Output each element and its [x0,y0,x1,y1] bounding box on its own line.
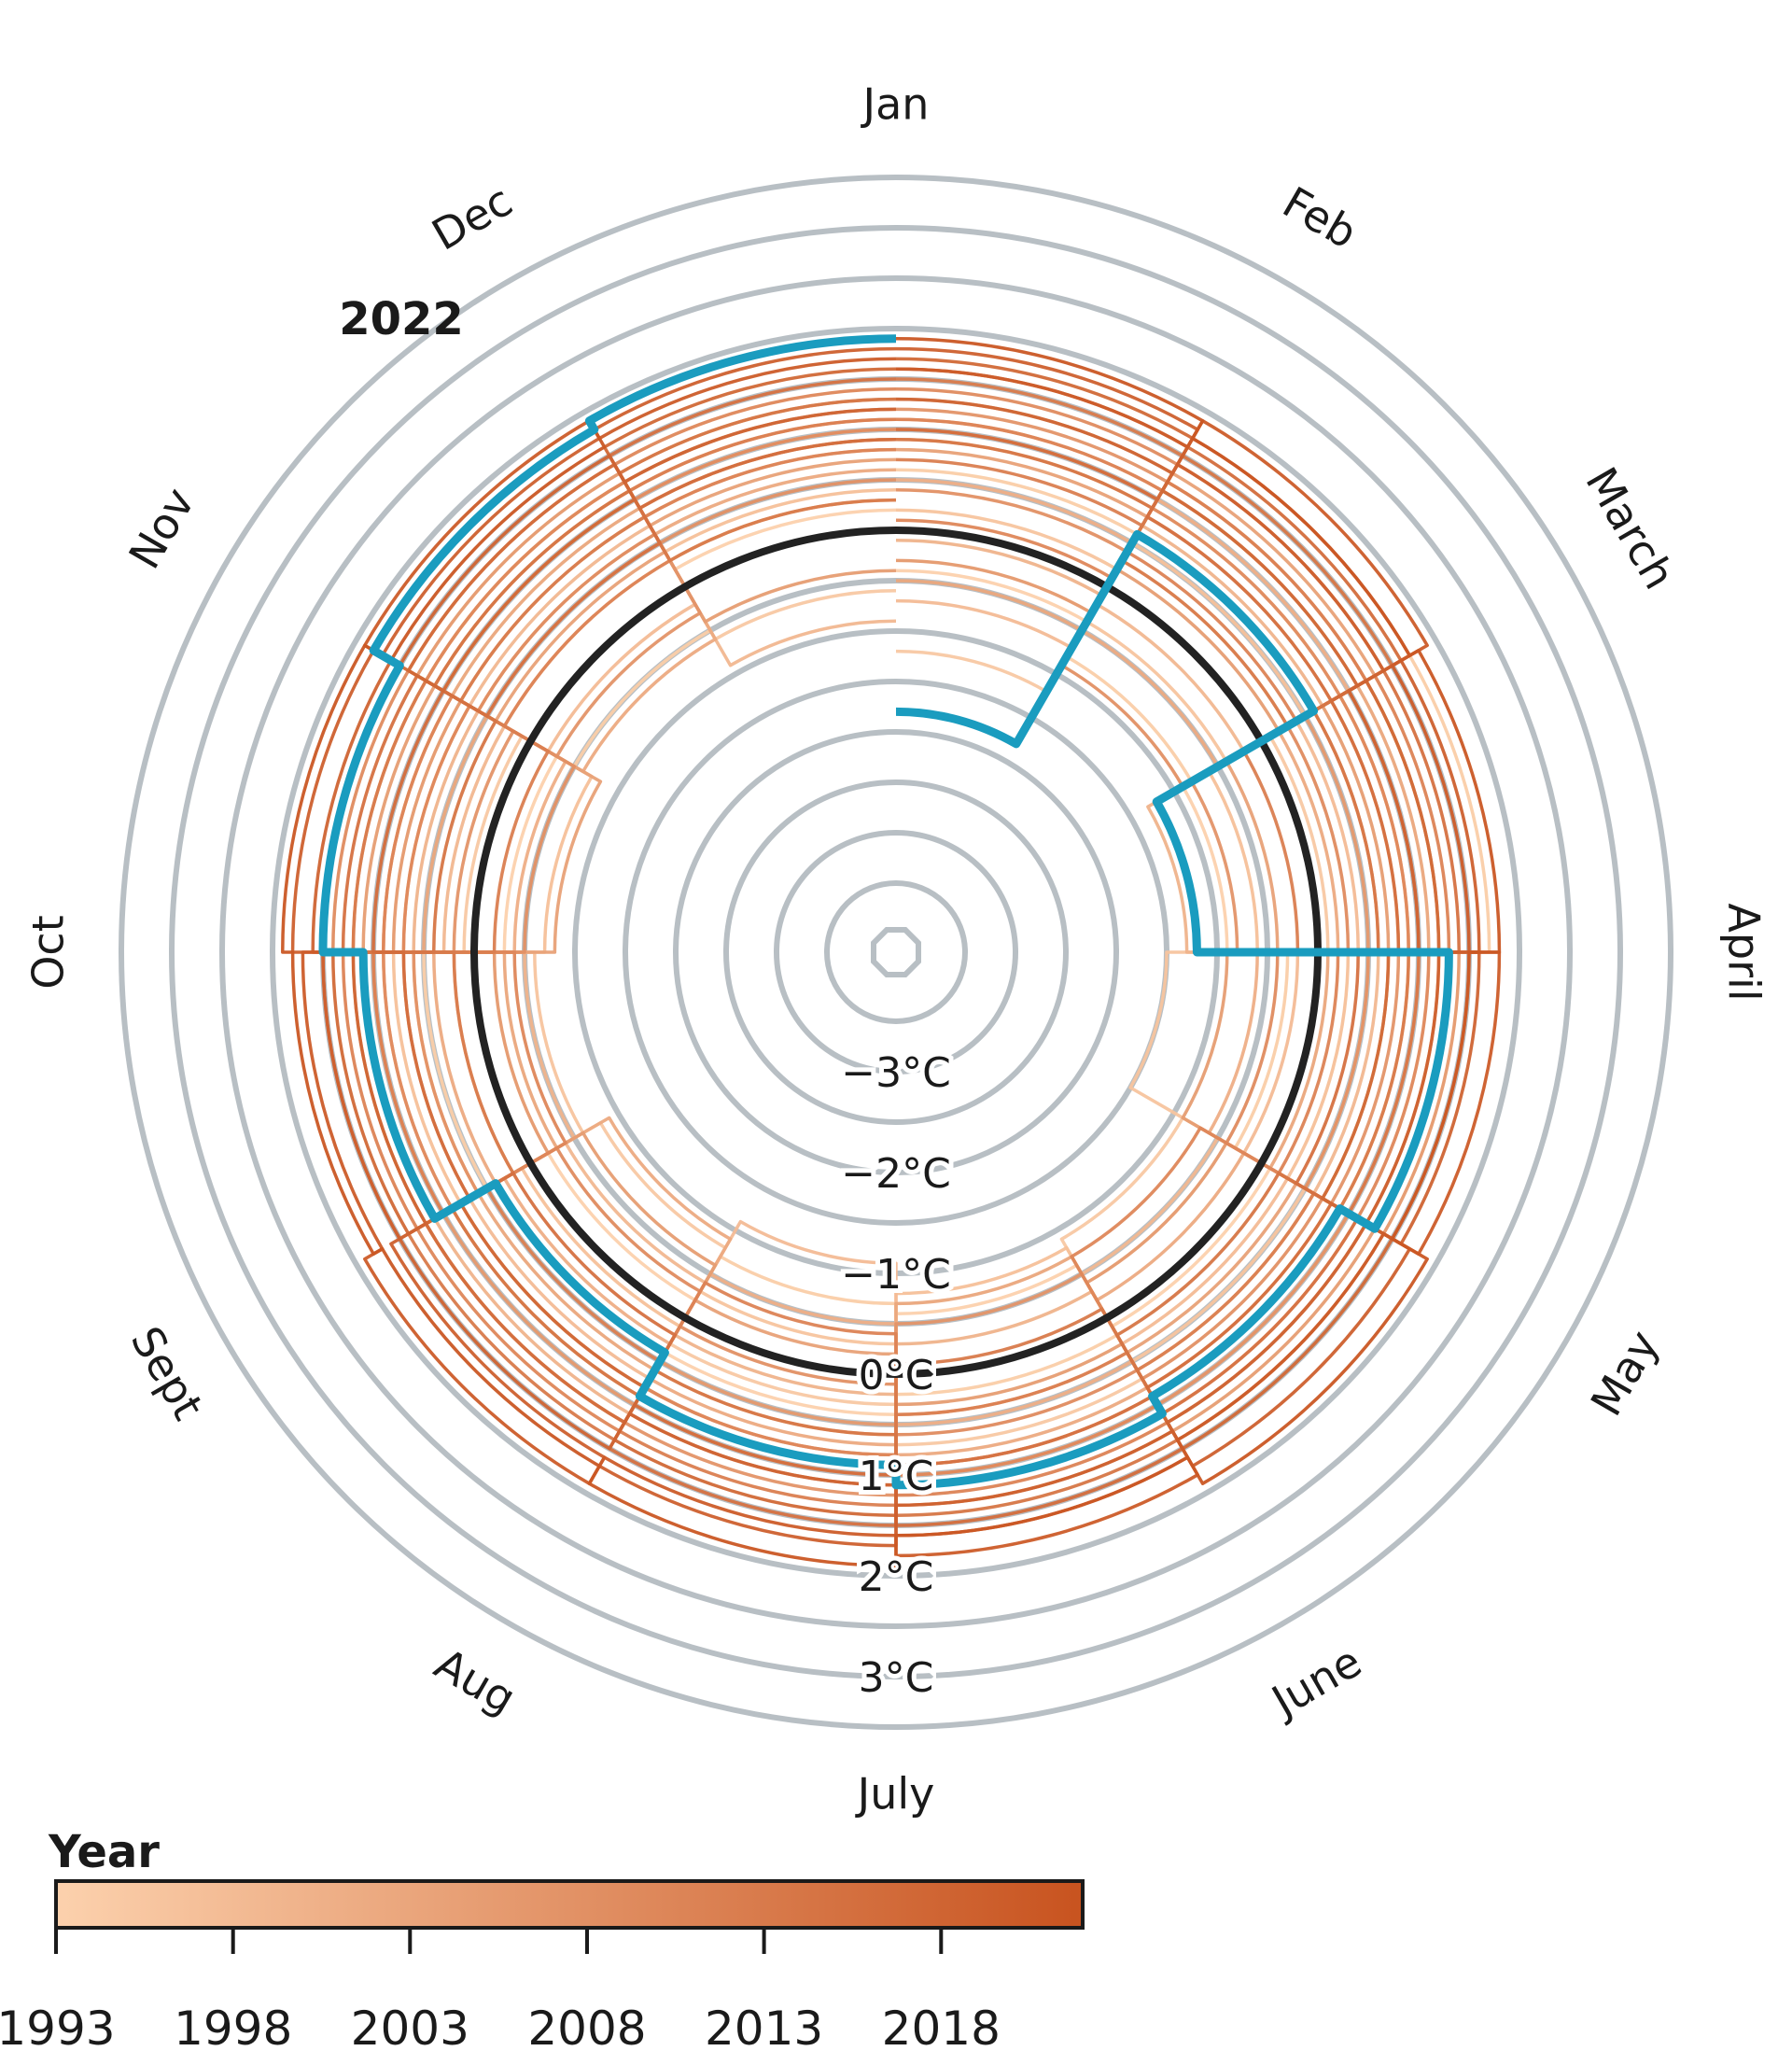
ring-label-5: 2°C [859,1553,934,1601]
grid-center-octagon [871,927,921,977]
grid-ring-4 [623,679,1169,1226]
month-label-june: June [1261,1636,1369,1727]
colorbar-tick-label-2013: 2013 [705,2002,823,2056]
month-label-nov: Nov [119,479,204,577]
grid-ring-2 [723,780,1069,1125]
grid-ring-13 [169,225,1623,1679]
ring-label-1: −2°C [841,1150,951,1198]
month-label-march: March [1575,459,1685,597]
month-label-may: May [1581,1322,1669,1424]
month-label-july: July [855,1769,935,1819]
grid-ring-3 [673,729,1119,1175]
annotation-2022: 2022 [339,293,464,345]
colorbar-tick-label-1998: 1998 [174,2002,292,2056]
colorbar-tick-label-2003: 2003 [351,2002,469,2056]
ring-label-4: 1°C [859,1453,934,1500]
grid-ring-12 [219,275,1573,1629]
ring-label-6: 3°C [859,1654,934,1702]
series-line-2022 [318,334,1453,1490]
month-label-sept: Sept [121,1318,214,1428]
grid-ring-1 [774,830,1018,1075]
grid-ring-6 [522,578,1270,1327]
month-label-oct: Oct [23,915,74,990]
colorbar-tick-label-1993: 1993 [0,2002,116,2056]
month-label-feb: Feb [1274,176,1365,258]
colorbar [54,1879,1085,1930]
grid-ring-14 [119,175,1673,1730]
colorbar-tick-label-2018: 2018 [882,2002,1001,2056]
month-label-april: April [1719,903,1770,1001]
ring-label-3: 0°C [859,1352,934,1399]
legend-title: Year [48,1826,160,1878]
grid-ring-0 [824,880,968,1024]
month-label-dec: Dec [424,176,521,260]
colorbar-tick-label-2008: 2008 [527,2002,646,2056]
ring-label-0: −3°C [841,1049,951,1097]
highlight-series-2022 [318,334,1453,1490]
grid-ring-11 [270,326,1522,1579]
radial-tick-labels: −3°C −2°C −1°C 0°C 1°C 2°C 3°C [836,1045,956,1707]
year-colorbar-legend: Year 1993 1998 2003 2008 2013 2018 [0,1826,1085,2056]
month-label-jan: Jan [861,79,930,130]
ring-label-2: −1°C [841,1251,951,1299]
annotations: 2022 [339,293,464,345]
month-label-aug: Aug [427,1638,525,1724]
